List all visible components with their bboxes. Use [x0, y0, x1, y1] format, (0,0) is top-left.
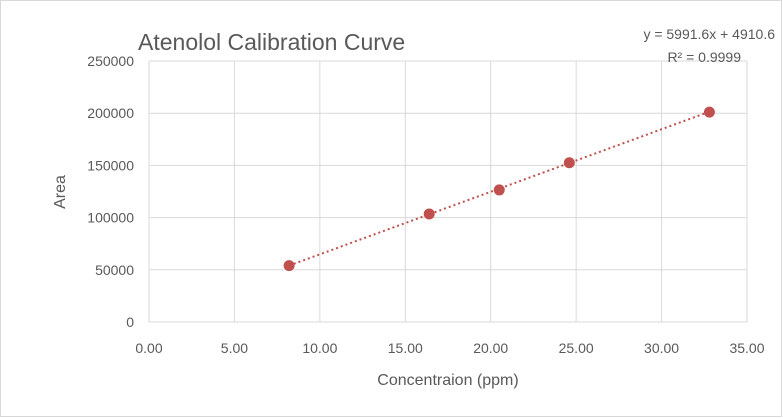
trendline-equation: y = 5991.6x + 4910.6: [643, 26, 775, 42]
y-axis-label: Area: [52, 175, 69, 209]
data-point: [423, 208, 435, 220]
data-point: [493, 184, 505, 196]
data-point: [563, 157, 575, 169]
y-tick-label: 50000: [95, 262, 134, 278]
y-tick-labels: 0 50000 100000 150000 200000 250000: [87, 53, 134, 330]
r-squared-label: R² = 0.9999: [667, 49, 741, 65]
x-tick-label: 30.00: [644, 340, 679, 356]
x-tick-label: 25.00: [559, 340, 594, 356]
data-point: [703, 106, 715, 118]
y-tick-label: 250000: [87, 53, 134, 69]
x-tick-label: 20.00: [473, 340, 508, 356]
y-tick-label: 200000: [87, 105, 134, 121]
chart-title: Atenolol Calibration Curve: [138, 29, 405, 55]
gridlines: [148, 60, 748, 323]
data-point: [283, 260, 295, 272]
x-tick-labels: 0.00 5.00 10.00 15.00 20.00 25.00 30.00 35.00: [135, 340, 764, 356]
x-tick-label: 15.00: [388, 340, 423, 356]
x-axis-label: Concentraion (ppm): [377, 372, 518, 389]
data-points: [283, 106, 715, 272]
x-tick-label: 10.00: [302, 340, 337, 356]
y-tick-label: 100000: [87, 210, 134, 226]
x-tick-label: 0.00: [135, 340, 162, 356]
x-tick-label: 35.00: [729, 340, 764, 356]
x-tick-label: 5.00: [221, 340, 248, 356]
y-tick-label: 0: [126, 314, 134, 330]
y-tick-label: 150000: [87, 157, 134, 173]
